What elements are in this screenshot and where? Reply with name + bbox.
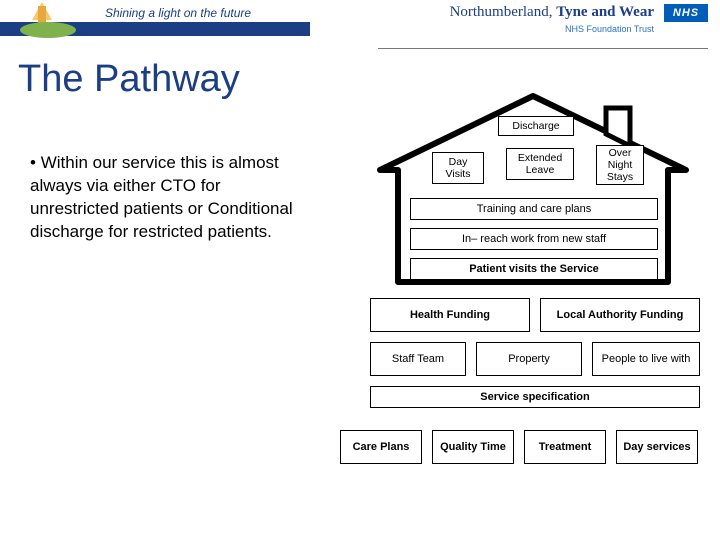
page-title: The Pathway xyxy=(18,58,240,101)
nhs-logo: NHS xyxy=(664,4,708,22)
banner-slogan: Shining a light on the future xyxy=(105,6,251,20)
trust-subtitle: NHS Foundation Trust xyxy=(565,24,654,34)
box-property: Property xyxy=(476,342,582,376)
box-care-plans: Care Plans xyxy=(340,430,422,464)
box-discharge: Discharge xyxy=(498,116,574,136)
box-day-visits: Day Visits xyxy=(432,152,484,184)
box-inreach: In– reach work from new staff xyxy=(410,228,658,250)
box-day-services: Day services xyxy=(616,430,698,464)
header-banner: Shining a light on the future Northumber… xyxy=(0,0,720,40)
box-staff-team: Staff Team xyxy=(370,342,466,376)
house-diagram: Discharge Day Visits Extended Leave Over… xyxy=(368,90,698,380)
lighthouse-icon xyxy=(18,0,88,40)
trust-name-prefix: Northumberland, xyxy=(450,4,557,20)
header-rule xyxy=(378,48,708,49)
box-quality-time: Quality Time xyxy=(432,430,514,464)
trust-name-bold: Tyne and Wear xyxy=(556,4,654,20)
box-training: Training and care plans xyxy=(410,198,658,220)
box-treatment: Treatment xyxy=(524,430,606,464)
bullet-text: • Within our service this is almost alwa… xyxy=(30,152,310,244)
box-patient-visits: Patient visits the Service xyxy=(410,258,658,280)
box-la-funding: Local Authority Funding xyxy=(540,298,700,332)
box-people: People to live with xyxy=(592,342,700,376)
box-health-funding: Health Funding xyxy=(370,298,530,332)
box-overnight: Over Night Stays xyxy=(596,145,644,185)
box-service-spec: Service specification xyxy=(370,386,700,408)
trust-name: Northumberland, Tyne and Wear xyxy=(450,4,654,21)
bullet-content: Within our service this is almost always… xyxy=(30,153,293,241)
box-extended-leave: Extended Leave xyxy=(506,148,574,180)
